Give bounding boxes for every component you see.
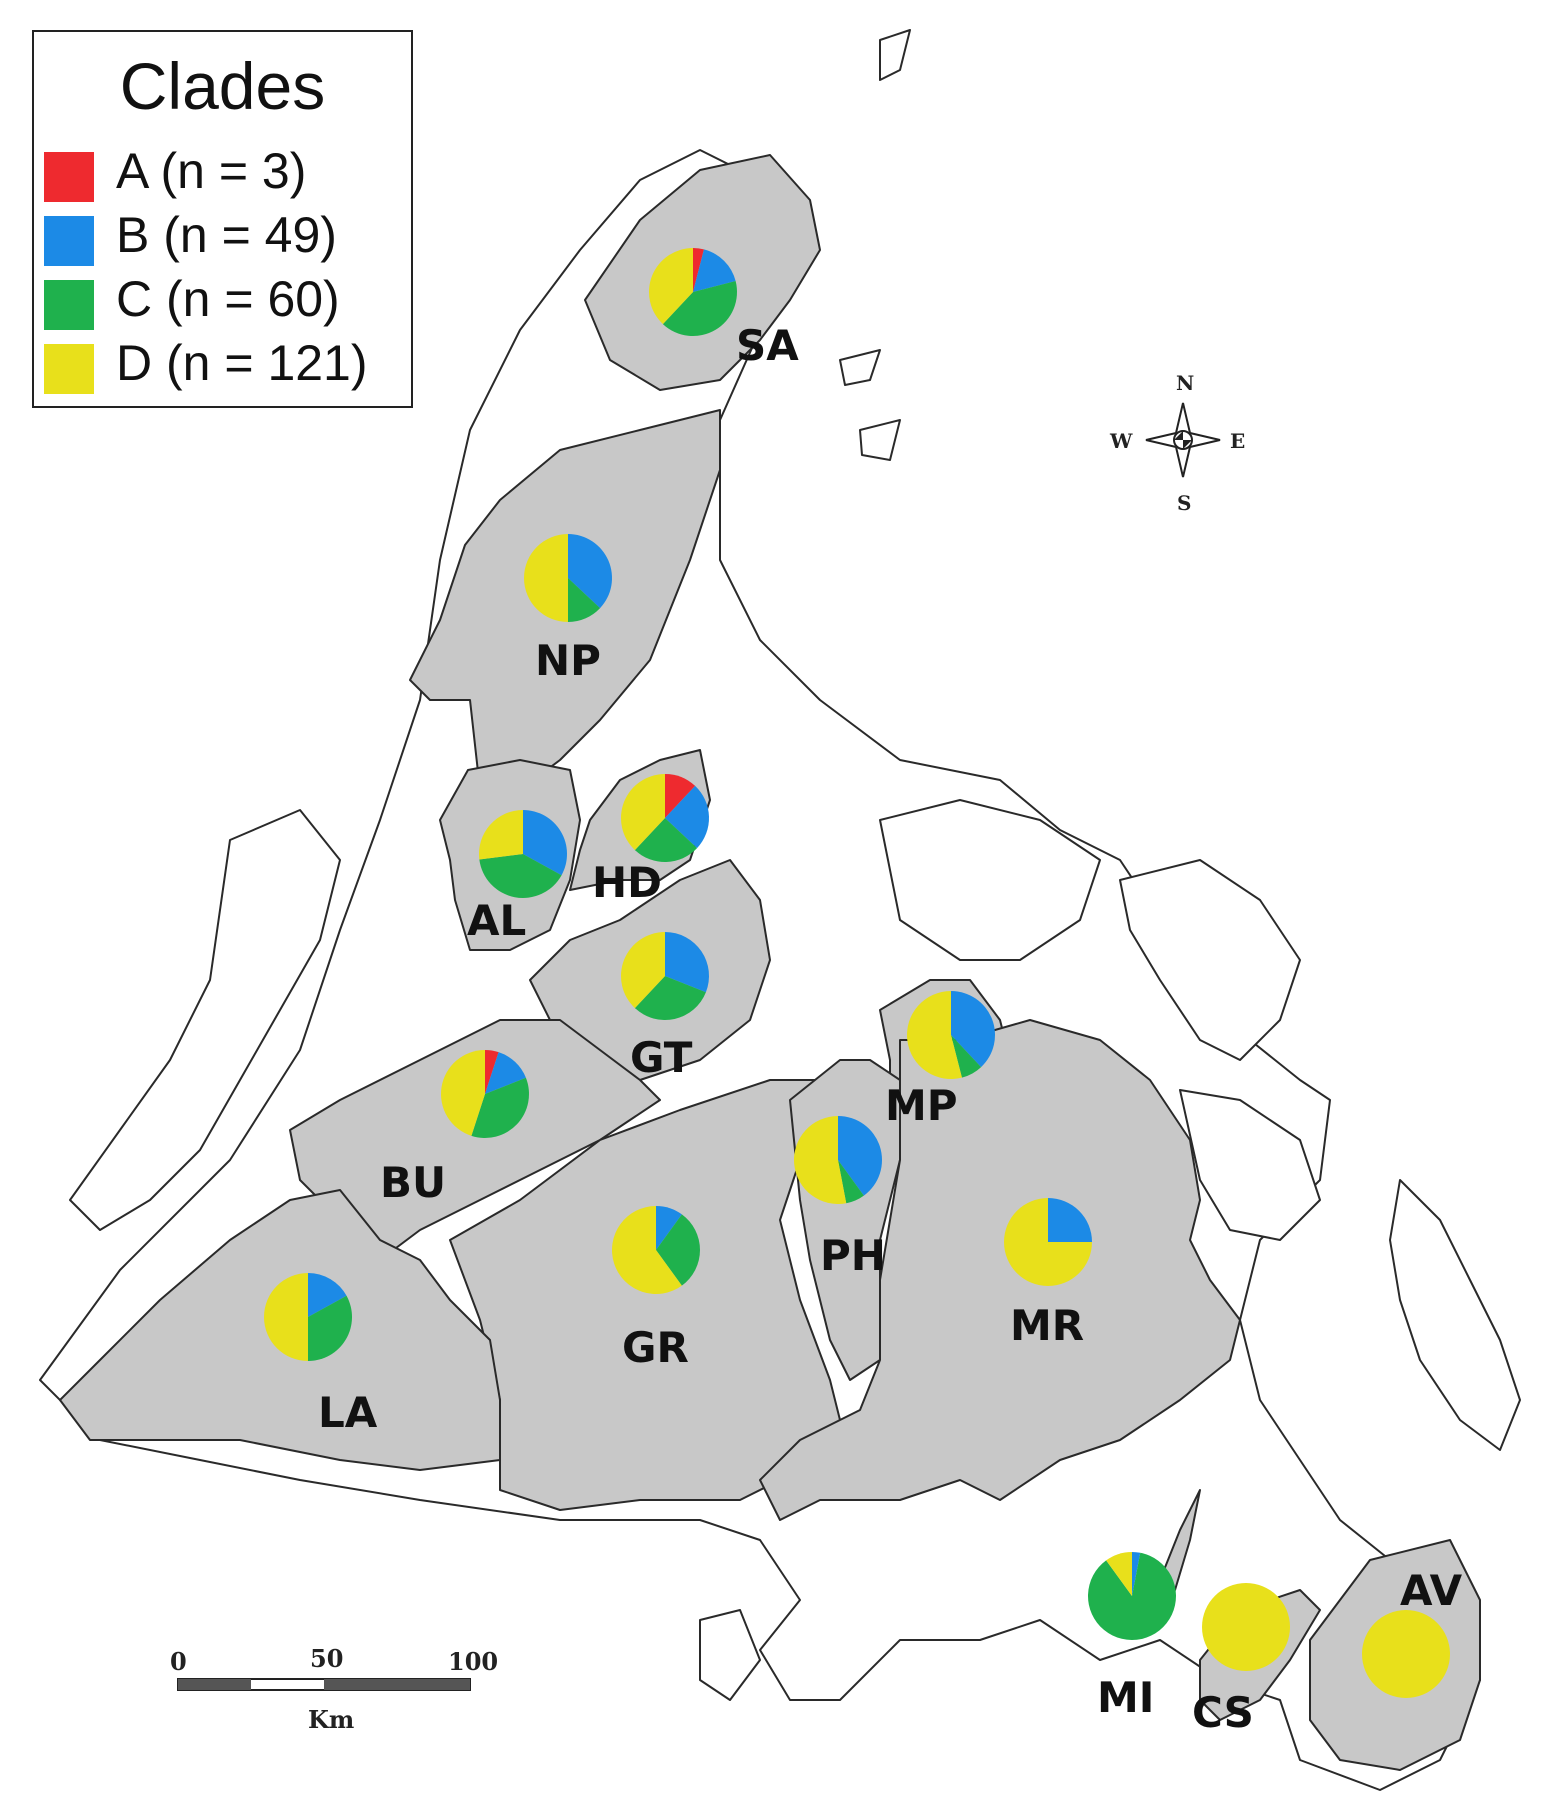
region-label-bu: BU bbox=[380, 1158, 446, 1207]
region-label-mr: MR bbox=[1010, 1301, 1084, 1350]
pie-slice-gt-c bbox=[634, 976, 706, 1020]
pie-hd bbox=[621, 774, 709, 862]
pie-slice-mp-c bbox=[951, 1035, 982, 1078]
region-label-ph: PH bbox=[820, 1231, 886, 1280]
region-label-av: AV bbox=[1400, 1566, 1463, 1615]
region-label-la: LA bbox=[318, 1388, 378, 1437]
pie-slice-al-d bbox=[479, 810, 523, 860]
region-label-mp: MP bbox=[885, 1081, 958, 1130]
pie-slice-np-c bbox=[568, 578, 601, 622]
compass-east: E bbox=[1230, 429, 1245, 453]
pie-slice-sa-d bbox=[649, 248, 693, 325]
pie-la bbox=[264, 1273, 353, 1361]
pie-slice-mr-d bbox=[1004, 1198, 1092, 1286]
pie-gr bbox=[612, 1206, 701, 1295]
pie-slice-bu-d bbox=[441, 1050, 485, 1136]
pie-slice-hd-a bbox=[665, 774, 696, 818]
legend-label-a: A (n = 3) bbox=[116, 143, 307, 199]
scale-unit: Km bbox=[308, 1705, 354, 1734]
pie-slice-bu-b bbox=[485, 1052, 526, 1094]
region-label-np: NP bbox=[535, 636, 601, 685]
pie-slice-la-c bbox=[308, 1295, 353, 1361]
pie-slice-gr-d bbox=[612, 1206, 682, 1295]
scale-tick-0: 0 bbox=[170, 1647, 187, 1676]
pie-gt bbox=[621, 932, 709, 1020]
pie-sa bbox=[649, 248, 737, 337]
pie-slice-mi-c bbox=[1088, 1552, 1176, 1641]
pie-slice-av-d bbox=[1362, 1610, 1450, 1698]
pie-bu bbox=[441, 1050, 529, 1138]
compass-south: S bbox=[1177, 491, 1191, 515]
pie-np bbox=[524, 534, 612, 622]
pie-mi bbox=[1088, 1552, 1176, 1641]
pie-slice-mr-b bbox=[1048, 1198, 1092, 1242]
pie-slice-bu-c bbox=[471, 1077, 529, 1138]
scale-bar: 0 50 100 Km bbox=[170, 1644, 498, 1734]
pie-slice-mi-b bbox=[1132, 1552, 1141, 1596]
pie-mr bbox=[1004, 1198, 1092, 1286]
pie-slice-ph-d bbox=[793, 1116, 847, 1205]
region-label-mi: MI bbox=[1097, 1673, 1154, 1722]
pie-slice-ph-b bbox=[838, 1116, 882, 1196]
legend-label-b: B (n = 49) bbox=[116, 207, 337, 263]
legend-swatch-c bbox=[44, 280, 94, 330]
pie-charts bbox=[264, 248, 1450, 1698]
region-label-cs: CS bbox=[1192, 1688, 1254, 1737]
pie-cs bbox=[1202, 1583, 1290, 1671]
pie-slice-np-d bbox=[524, 534, 568, 622]
scale-tick-50: 50 bbox=[310, 1644, 343, 1673]
legend-swatch-b bbox=[44, 216, 94, 266]
pie-slice-hd-d bbox=[621, 774, 665, 851]
compass-west: W bbox=[1109, 429, 1133, 453]
legend-swatch-a bbox=[44, 152, 94, 202]
pie-av bbox=[1362, 1610, 1450, 1698]
pie-slice-sa-b bbox=[693, 249, 736, 292]
pie-mp bbox=[907, 991, 995, 1079]
region-label-hd: HD bbox=[592, 858, 662, 907]
pie-slice-al-b bbox=[523, 810, 567, 876]
region-label-sa: SA bbox=[736, 321, 799, 370]
legend-label-d: D (n = 121) bbox=[116, 335, 368, 391]
pie-slice-mp-d bbox=[907, 991, 962, 1079]
scale-tick-100: 100 bbox=[448, 1647, 498, 1676]
pie-slice-sa-a bbox=[693, 248, 704, 292]
pie-slice-bu-a bbox=[485, 1050, 499, 1094]
legend-title: Clades bbox=[119, 49, 326, 123]
pie-slice-hd-c bbox=[634, 818, 698, 862]
pie-slice-cs-d bbox=[1202, 1583, 1290, 1671]
pie-slice-sa-c bbox=[662, 281, 737, 337]
pie-slice-gt-d bbox=[621, 932, 665, 1009]
pie-slice-mi-d bbox=[1106, 1552, 1132, 1596]
pie-slice-gt-b bbox=[665, 932, 709, 993]
region-shape-mr bbox=[759, 1019, 1241, 1521]
compass-rose: N S E W bbox=[1109, 371, 1245, 515]
legend-swatch-d bbox=[44, 344, 94, 394]
pie-slice-la-d bbox=[264, 1273, 308, 1361]
pie-slice-np-b bbox=[568, 534, 612, 609]
region-label-gr: GR bbox=[622, 1323, 689, 1372]
region-label-gt: GT bbox=[630, 1033, 693, 1082]
pie-slice-hd-b bbox=[665, 785, 709, 849]
region-labels: SA NP AL HD GT MP BU PH MR LA GR MI CS A… bbox=[318, 321, 1463, 1737]
pie-al bbox=[479, 810, 567, 898]
region-shape-gr bbox=[449, 1079, 841, 1511]
pie-slice-mp-b bbox=[951, 991, 995, 1068]
pie-slice-al-c bbox=[479, 854, 562, 898]
compass-north: N bbox=[1176, 371, 1194, 395]
legend: Clades A (n = 3) B (n = 49) C (n = 60) D… bbox=[32, 30, 413, 408]
pie-slice-ph-c bbox=[838, 1160, 864, 1204]
pie-slice-gr-b bbox=[656, 1206, 682, 1250]
legend-label-c: C (n = 60) bbox=[116, 271, 340, 327]
pie-ph bbox=[793, 1116, 882, 1205]
region-label-al: AL bbox=[467, 896, 526, 945]
pie-slice-gr-c bbox=[656, 1214, 701, 1286]
pie-slice-la-b bbox=[308, 1273, 347, 1317]
